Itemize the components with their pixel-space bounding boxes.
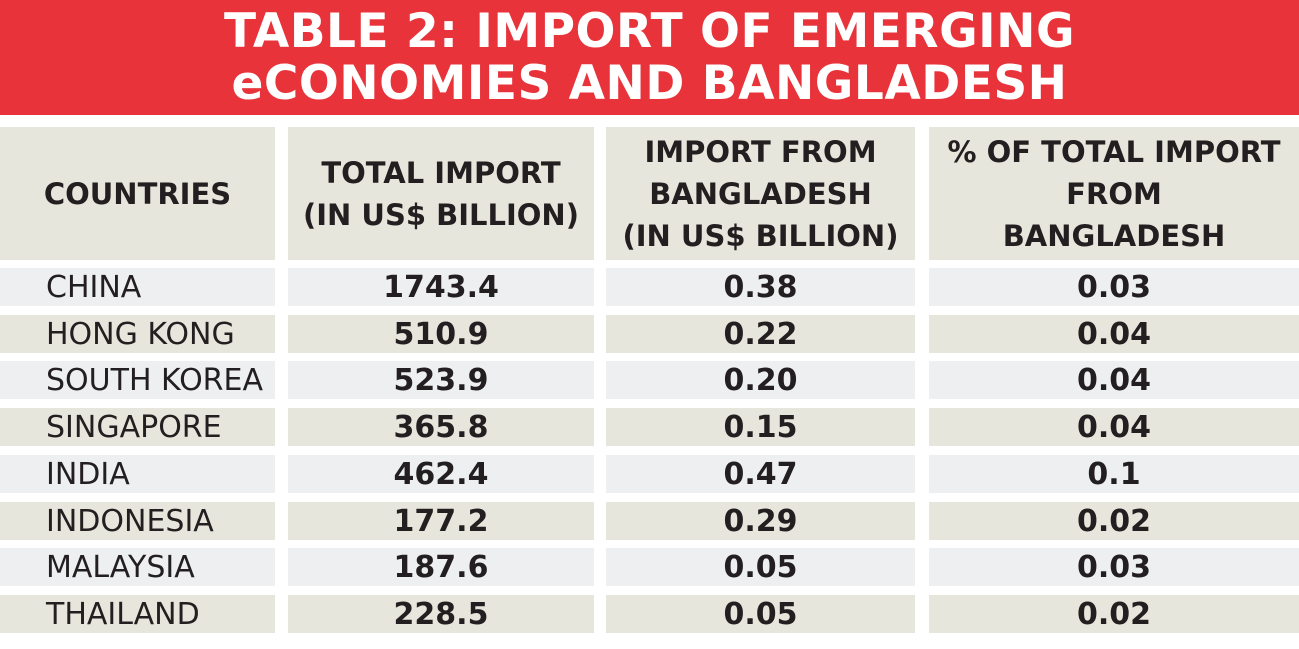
header-total-import-line: (IN US$ BILLION) bbox=[303, 197, 579, 232]
import-from-bangladesh-cell: 0.05 bbox=[606, 548, 915, 586]
percent-from-bangladesh-cell: 0.04 bbox=[929, 315, 1299, 353]
percent-from-bangladesh-cell: 0.03 bbox=[929, 268, 1299, 306]
header-percent-from-bangladesh-line: % OF TOTAL IMPORT bbox=[947, 134, 1281, 169]
import-from-bangladesh-cell: 0.38 bbox=[606, 268, 915, 306]
header-countries-line: COUNTRIES bbox=[43, 176, 232, 211]
import-from-bangladesh-cell: 0.20 bbox=[606, 361, 915, 399]
header-total-import-line: TOTAL IMPORT bbox=[321, 155, 561, 190]
title-line-2: eCONOMIES AND BANGLADESH bbox=[231, 55, 1068, 111]
total-import-cell: 1743.4 bbox=[288, 268, 594, 306]
total-import-cell: 187.6 bbox=[288, 548, 594, 586]
import-from-bangladesh-cell: 0.47 bbox=[606, 455, 915, 493]
import-from-bangladesh-cell: 0.29 bbox=[606, 502, 915, 540]
table-title: TABLE 2: IMPORT OF EMERGING eCONOMIES AN… bbox=[0, 0, 1299, 115]
title-line-1: TABLE 2: IMPORT OF EMERGING bbox=[223, 3, 1076, 59]
total-import-cell: 177.2 bbox=[288, 502, 594, 540]
import-from-bangladesh-cell: 0.22 bbox=[606, 315, 915, 353]
country-cell: INDIA bbox=[0, 455, 275, 493]
header-import-from-bangladesh: IMPORT FROM BANGLADESH (IN US$ BILLION) bbox=[606, 127, 915, 260]
header-import-from-bangladesh-line: BANGLADESH bbox=[649, 176, 872, 211]
country-cell: HONG KONG bbox=[0, 315, 275, 353]
percent-from-bangladesh-cell: 0.03 bbox=[929, 548, 1299, 586]
country-cell: CHINA bbox=[0, 268, 275, 306]
import-from-bangladesh-cell: 0.05 bbox=[606, 595, 915, 633]
total-import-cell: 510.9 bbox=[288, 315, 594, 353]
country-cell: SINGAPORE bbox=[0, 408, 275, 446]
header-percent-from-bangladesh: % OF TOTAL IMPORT FROM BANGLADESH bbox=[929, 127, 1299, 260]
total-import-cell: 228.5 bbox=[288, 595, 594, 633]
header-import-from-bangladesh-line: IMPORT FROM bbox=[644, 134, 877, 169]
header-import-from-bangladesh-line: (IN US$ BILLION) bbox=[622, 218, 899, 253]
country-cell: INDONESIA bbox=[0, 502, 275, 540]
header-percent-from-bangladesh-line: FROM bbox=[1066, 176, 1162, 211]
country-cell: SOUTH KOREA bbox=[0, 361, 275, 399]
header-percent-from-bangladesh-line: BANGLADESH bbox=[1002, 218, 1226, 253]
country-cell: THAILAND bbox=[0, 595, 275, 633]
percent-from-bangladesh-cell: 0.02 bbox=[929, 595, 1299, 633]
total-import-cell: 523.9 bbox=[288, 361, 594, 399]
percent-from-bangladesh-cell: 0.1 bbox=[929, 455, 1299, 493]
percent-from-bangladesh-cell: 0.04 bbox=[929, 408, 1299, 446]
percent-from-bangladesh-cell: 0.04 bbox=[929, 361, 1299, 399]
country-cell: MALAYSIA bbox=[0, 548, 275, 586]
header-total-import: TOTAL IMPORT (IN US$ BILLION) bbox=[288, 127, 594, 260]
header-countries: COUNTRIES bbox=[0, 127, 275, 260]
total-import-cell: 462.4 bbox=[288, 455, 594, 493]
import-from-bangladesh-cell: 0.15 bbox=[606, 408, 915, 446]
percent-from-bangladesh-cell: 0.02 bbox=[929, 502, 1299, 540]
total-import-cell: 365.8 bbox=[288, 408, 594, 446]
